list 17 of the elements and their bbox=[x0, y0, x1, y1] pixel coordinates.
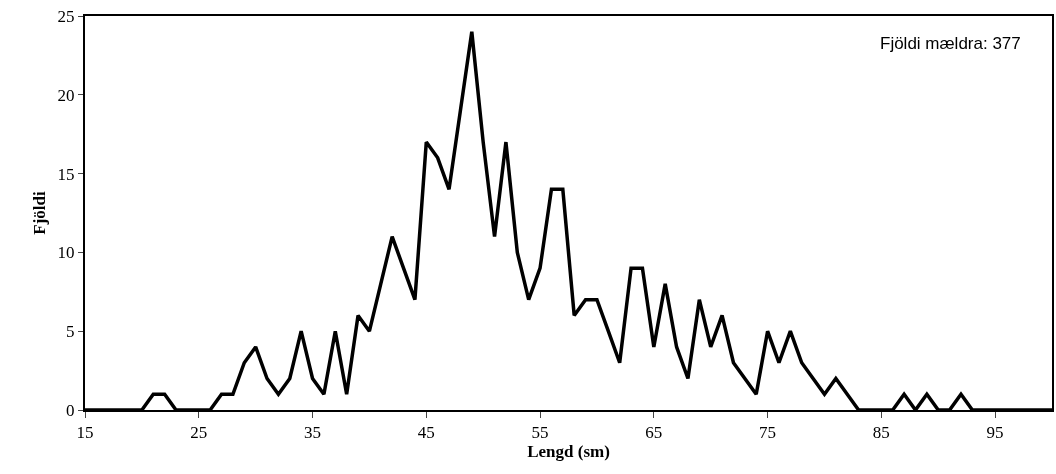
x-tick-label: 75 bbox=[759, 423, 777, 443]
y-tick-label: 20 bbox=[57, 85, 75, 105]
y-tick-label: 0 bbox=[66, 400, 75, 420]
x-axis-title: Lengd (sm) bbox=[527, 442, 610, 462]
y-tick-label: 15 bbox=[57, 164, 75, 184]
x-tick-label: 85 bbox=[872, 423, 890, 443]
x-tick-label: 35 bbox=[304, 423, 322, 443]
x-tick-label: 95 bbox=[986, 423, 1004, 443]
y-tick-label: 10 bbox=[57, 243, 75, 263]
x-tick-label: 55 bbox=[531, 423, 549, 443]
x-tick-label: 45 bbox=[417, 423, 435, 443]
y-tick-label: 5 bbox=[66, 322, 75, 342]
y-tick-label: 25 bbox=[57, 6, 75, 26]
x-tick-label: 25 bbox=[190, 423, 208, 443]
x-tick-label: 65 bbox=[645, 423, 663, 443]
annotation: Fjöldi mældra: 377 bbox=[880, 34, 1021, 53]
y-axis-title: Fjöldi bbox=[29, 191, 49, 235]
